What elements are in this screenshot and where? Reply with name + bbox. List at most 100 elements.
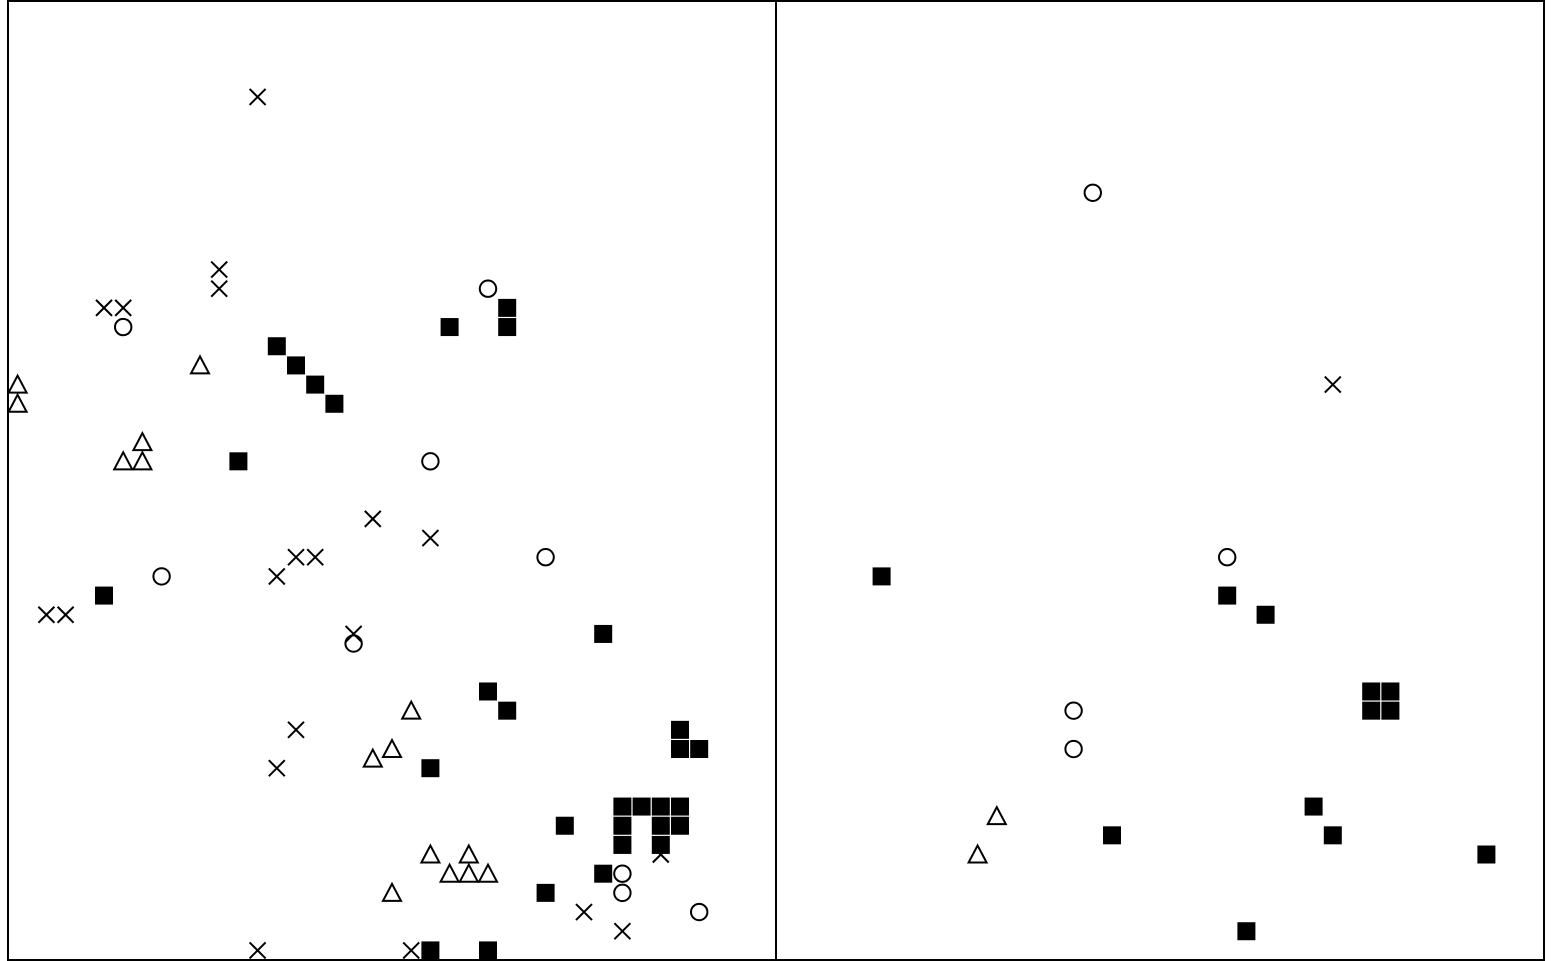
square-marker <box>1237 922 1256 941</box>
square-marker <box>267 337 286 356</box>
circle-marker <box>1218 548 1237 567</box>
square-marker <box>325 394 344 413</box>
circle-marker <box>152 567 171 586</box>
triangle-marker <box>362 747 384 768</box>
x-marker <box>37 606 56 624</box>
square-marker <box>498 701 517 720</box>
square-marker <box>1477 845 1496 864</box>
square-marker <box>306 375 325 394</box>
square-marker <box>613 816 632 835</box>
square-marker <box>671 797 689 816</box>
square-marker <box>651 797 670 816</box>
x-series <box>37 88 670 960</box>
circle-marker <box>478 279 498 298</box>
square-marker <box>421 759 440 778</box>
triangle-marker <box>419 843 442 864</box>
square-marker <box>671 740 689 759</box>
triangle-marker <box>131 450 154 471</box>
square-marker <box>1323 826 1342 845</box>
x-marker <box>248 941 267 960</box>
square-marker <box>479 941 497 960</box>
x-marker <box>95 299 113 317</box>
circle-marker <box>613 883 632 903</box>
triangle-marker <box>189 354 211 375</box>
square-marker <box>1218 586 1237 605</box>
square-marker <box>671 816 689 835</box>
triangle-marker <box>381 737 403 759</box>
x-marker <box>268 567 286 586</box>
x-marker <box>114 299 132 317</box>
triangle-marker <box>458 843 480 864</box>
square-marker <box>536 883 555 902</box>
triangle-marker <box>477 862 499 883</box>
square-marker <box>95 586 113 605</box>
left-panel-marks <box>6 88 709 960</box>
square-marker <box>1381 701 1400 720</box>
square-marker <box>421 941 440 960</box>
square-marker <box>1304 797 1323 816</box>
triangle-marker <box>966 843 989 864</box>
square-marker <box>594 624 613 643</box>
triangle-marker <box>112 450 134 471</box>
x-marker <box>248 88 267 106</box>
circle-marker <box>1064 739 1083 759</box>
square-marker <box>1362 701 1381 720</box>
circle-marker <box>344 634 363 653</box>
square-marker <box>671 720 689 739</box>
triangle-marker <box>438 862 461 883</box>
x-marker <box>306 548 324 566</box>
square-marker <box>555 816 574 835</box>
x-marker <box>287 548 305 566</box>
x-marker <box>344 625 363 643</box>
square-marker <box>498 318 517 337</box>
x-marker <box>402 941 420 960</box>
right-panel-frame <box>775 0 1545 961</box>
triangle-series <box>966 805 1008 864</box>
square-marker <box>1256 605 1275 624</box>
square-marker <box>479 682 497 701</box>
square-marker <box>1381 682 1400 701</box>
square-marker <box>229 452 248 471</box>
circle-marker <box>1083 183 1103 203</box>
x-marker <box>1324 375 1342 394</box>
circle-marker <box>1064 701 1083 720</box>
x-marker <box>56 606 75 624</box>
circle-marker <box>613 864 632 883</box>
x-marker <box>210 260 228 279</box>
square-marker <box>1362 682 1381 701</box>
square-series <box>95 298 709 960</box>
right-panel <box>775 0 1545 961</box>
square-marker <box>613 797 632 816</box>
square-marker <box>690 740 709 759</box>
circle-marker <box>114 317 133 337</box>
square-series <box>872 567 1496 941</box>
x-marker <box>210 279 228 298</box>
square-marker <box>651 816 670 835</box>
left-panel-frame <box>7 0 777 961</box>
circle-series <box>114 279 709 922</box>
triangle-marker <box>6 392 29 413</box>
square-marker <box>287 356 305 375</box>
square-marker <box>440 318 459 337</box>
triangle-marker <box>6 373 29 394</box>
x-marker <box>575 903 593 921</box>
square-marker <box>594 864 613 883</box>
x-marker <box>613 922 632 940</box>
circle-marker <box>421 452 440 471</box>
x-series <box>1324 375 1342 394</box>
x-marker <box>421 529 440 547</box>
square-marker <box>651 835 670 854</box>
x-marker <box>364 510 382 528</box>
circle-marker <box>690 902 709 922</box>
circle-series <box>1064 183 1237 759</box>
square-marker <box>1103 826 1121 845</box>
square-marker <box>498 298 517 317</box>
triangle-series <box>6 354 499 902</box>
triangle-marker <box>400 699 422 720</box>
right-panel-marks <box>872 183 1496 941</box>
triangle-marker <box>986 805 1008 826</box>
x-marker <box>268 759 286 777</box>
square-marker <box>872 567 891 586</box>
circle-marker <box>536 548 555 567</box>
